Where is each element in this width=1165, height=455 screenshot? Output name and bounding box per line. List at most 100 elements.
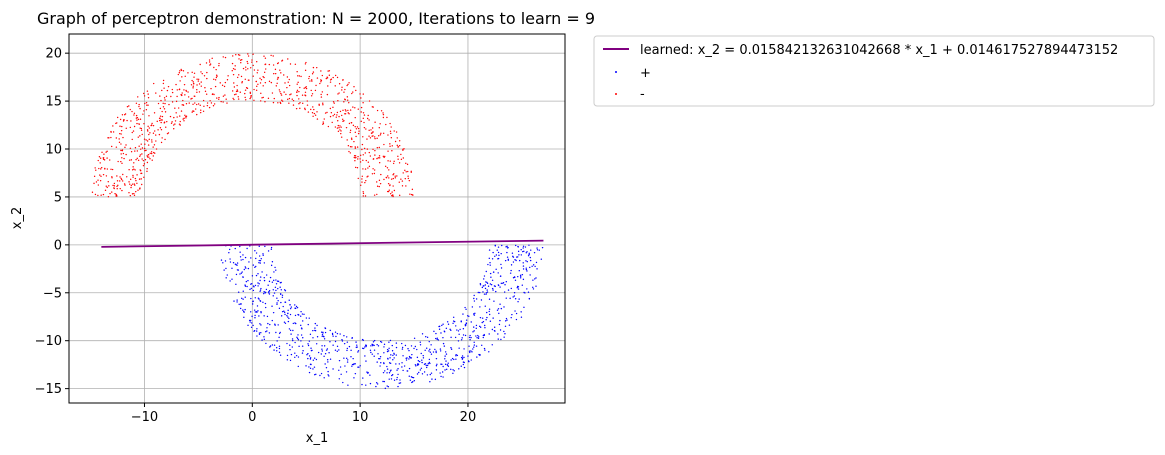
data-point — [376, 382, 378, 384]
data-point — [131, 169, 134, 171]
data-point — [246, 87, 249, 90]
data-point — [305, 61, 307, 64]
data-point — [270, 81, 273, 84]
data-point — [287, 316, 289, 318]
data-point — [310, 349, 313, 352]
data-point — [435, 369, 438, 371]
data-point — [297, 365, 299, 368]
data-point — [206, 77, 208, 80]
data-point — [162, 106, 165, 108]
data-point — [258, 245, 260, 248]
data-point — [336, 111, 339, 114]
data-point — [475, 327, 477, 330]
data-point — [142, 164, 145, 167]
data-point — [98, 167, 100, 170]
data-point — [365, 179, 367, 182]
data-point — [241, 82, 243, 84]
data-point — [320, 79, 323, 82]
data-point — [152, 155, 155, 157]
data-point — [384, 387, 387, 390]
data-point — [346, 84, 348, 87]
data-point — [135, 102, 138, 104]
data-point — [236, 84, 238, 87]
data-point — [334, 126, 337, 128]
data-point — [489, 261, 491, 264]
data-point — [234, 247, 236, 250]
data-point — [347, 83, 349, 86]
data-point — [133, 192, 135, 195]
data-point — [357, 177, 359, 180]
data-point — [382, 380, 384, 383]
data-point — [265, 68, 267, 70]
data-point — [297, 75, 299, 77]
data-point — [261, 271, 263, 273]
data-point — [344, 365, 346, 367]
data-point — [357, 127, 360, 130]
data-point — [321, 74, 324, 77]
data-point — [233, 300, 235, 302]
data-point — [511, 313, 513, 316]
data-point — [182, 104, 185, 106]
data-point — [116, 185, 118, 188]
data-point — [522, 262, 524, 264]
data-point — [308, 340, 311, 342]
data-point — [383, 143, 385, 146]
data-point — [334, 85, 336, 87]
data-point — [429, 381, 431, 383]
data-point — [280, 301, 282, 304]
data-point — [508, 324, 511, 326]
data-point — [283, 310, 285, 312]
data-point — [355, 341, 357, 343]
data-point — [244, 89, 247, 91]
data-point — [187, 96, 190, 98]
data-point — [413, 379, 416, 382]
data-point — [362, 195, 364, 197]
data-point — [108, 185, 110, 187]
data-point — [389, 192, 392, 195]
data-point — [123, 119, 125, 121]
data-point — [106, 157, 108, 159]
data-point — [363, 126, 366, 129]
data-point — [477, 291, 479, 294]
data-point — [138, 123, 140, 125]
data-point — [258, 262, 260, 264]
data-point — [191, 79, 193, 82]
data-point — [492, 271, 495, 273]
data-point — [436, 363, 438, 366]
data-point — [224, 260, 227, 262]
data-point — [212, 105, 215, 107]
data-point — [446, 364, 449, 366]
data-point — [105, 151, 107, 153]
data-point — [525, 252, 527, 254]
data-point — [389, 339, 392, 342]
data-point — [259, 259, 262, 262]
data-point — [277, 62, 280, 64]
data-point — [529, 266, 531, 269]
data-point — [264, 302, 267, 305]
data-point — [347, 112, 349, 114]
data-point — [392, 185, 394, 187]
data-point — [129, 194, 132, 197]
data-point — [503, 306, 505, 308]
data-point — [504, 320, 507, 322]
y-tick-label: 20 — [45, 47, 62, 62]
data-point — [241, 271, 243, 273]
data-point — [159, 95, 161, 97]
data-point — [148, 115, 150, 117]
data-point — [376, 185, 379, 187]
data-point — [395, 354, 397, 356]
data-point — [319, 374, 321, 377]
data-point — [125, 144, 127, 146]
data-point — [297, 334, 299, 336]
data-point — [93, 175, 96, 178]
data-point — [321, 350, 323, 352]
data-point — [196, 78, 198, 80]
data-point — [142, 113, 144, 115]
data-point — [499, 319, 501, 322]
data-point — [286, 315, 288, 317]
data-point — [392, 359, 394, 361]
data-point — [404, 344, 407, 347]
data-point — [410, 193, 413, 196]
data-point — [294, 314, 297, 317]
data-point — [305, 86, 307, 88]
